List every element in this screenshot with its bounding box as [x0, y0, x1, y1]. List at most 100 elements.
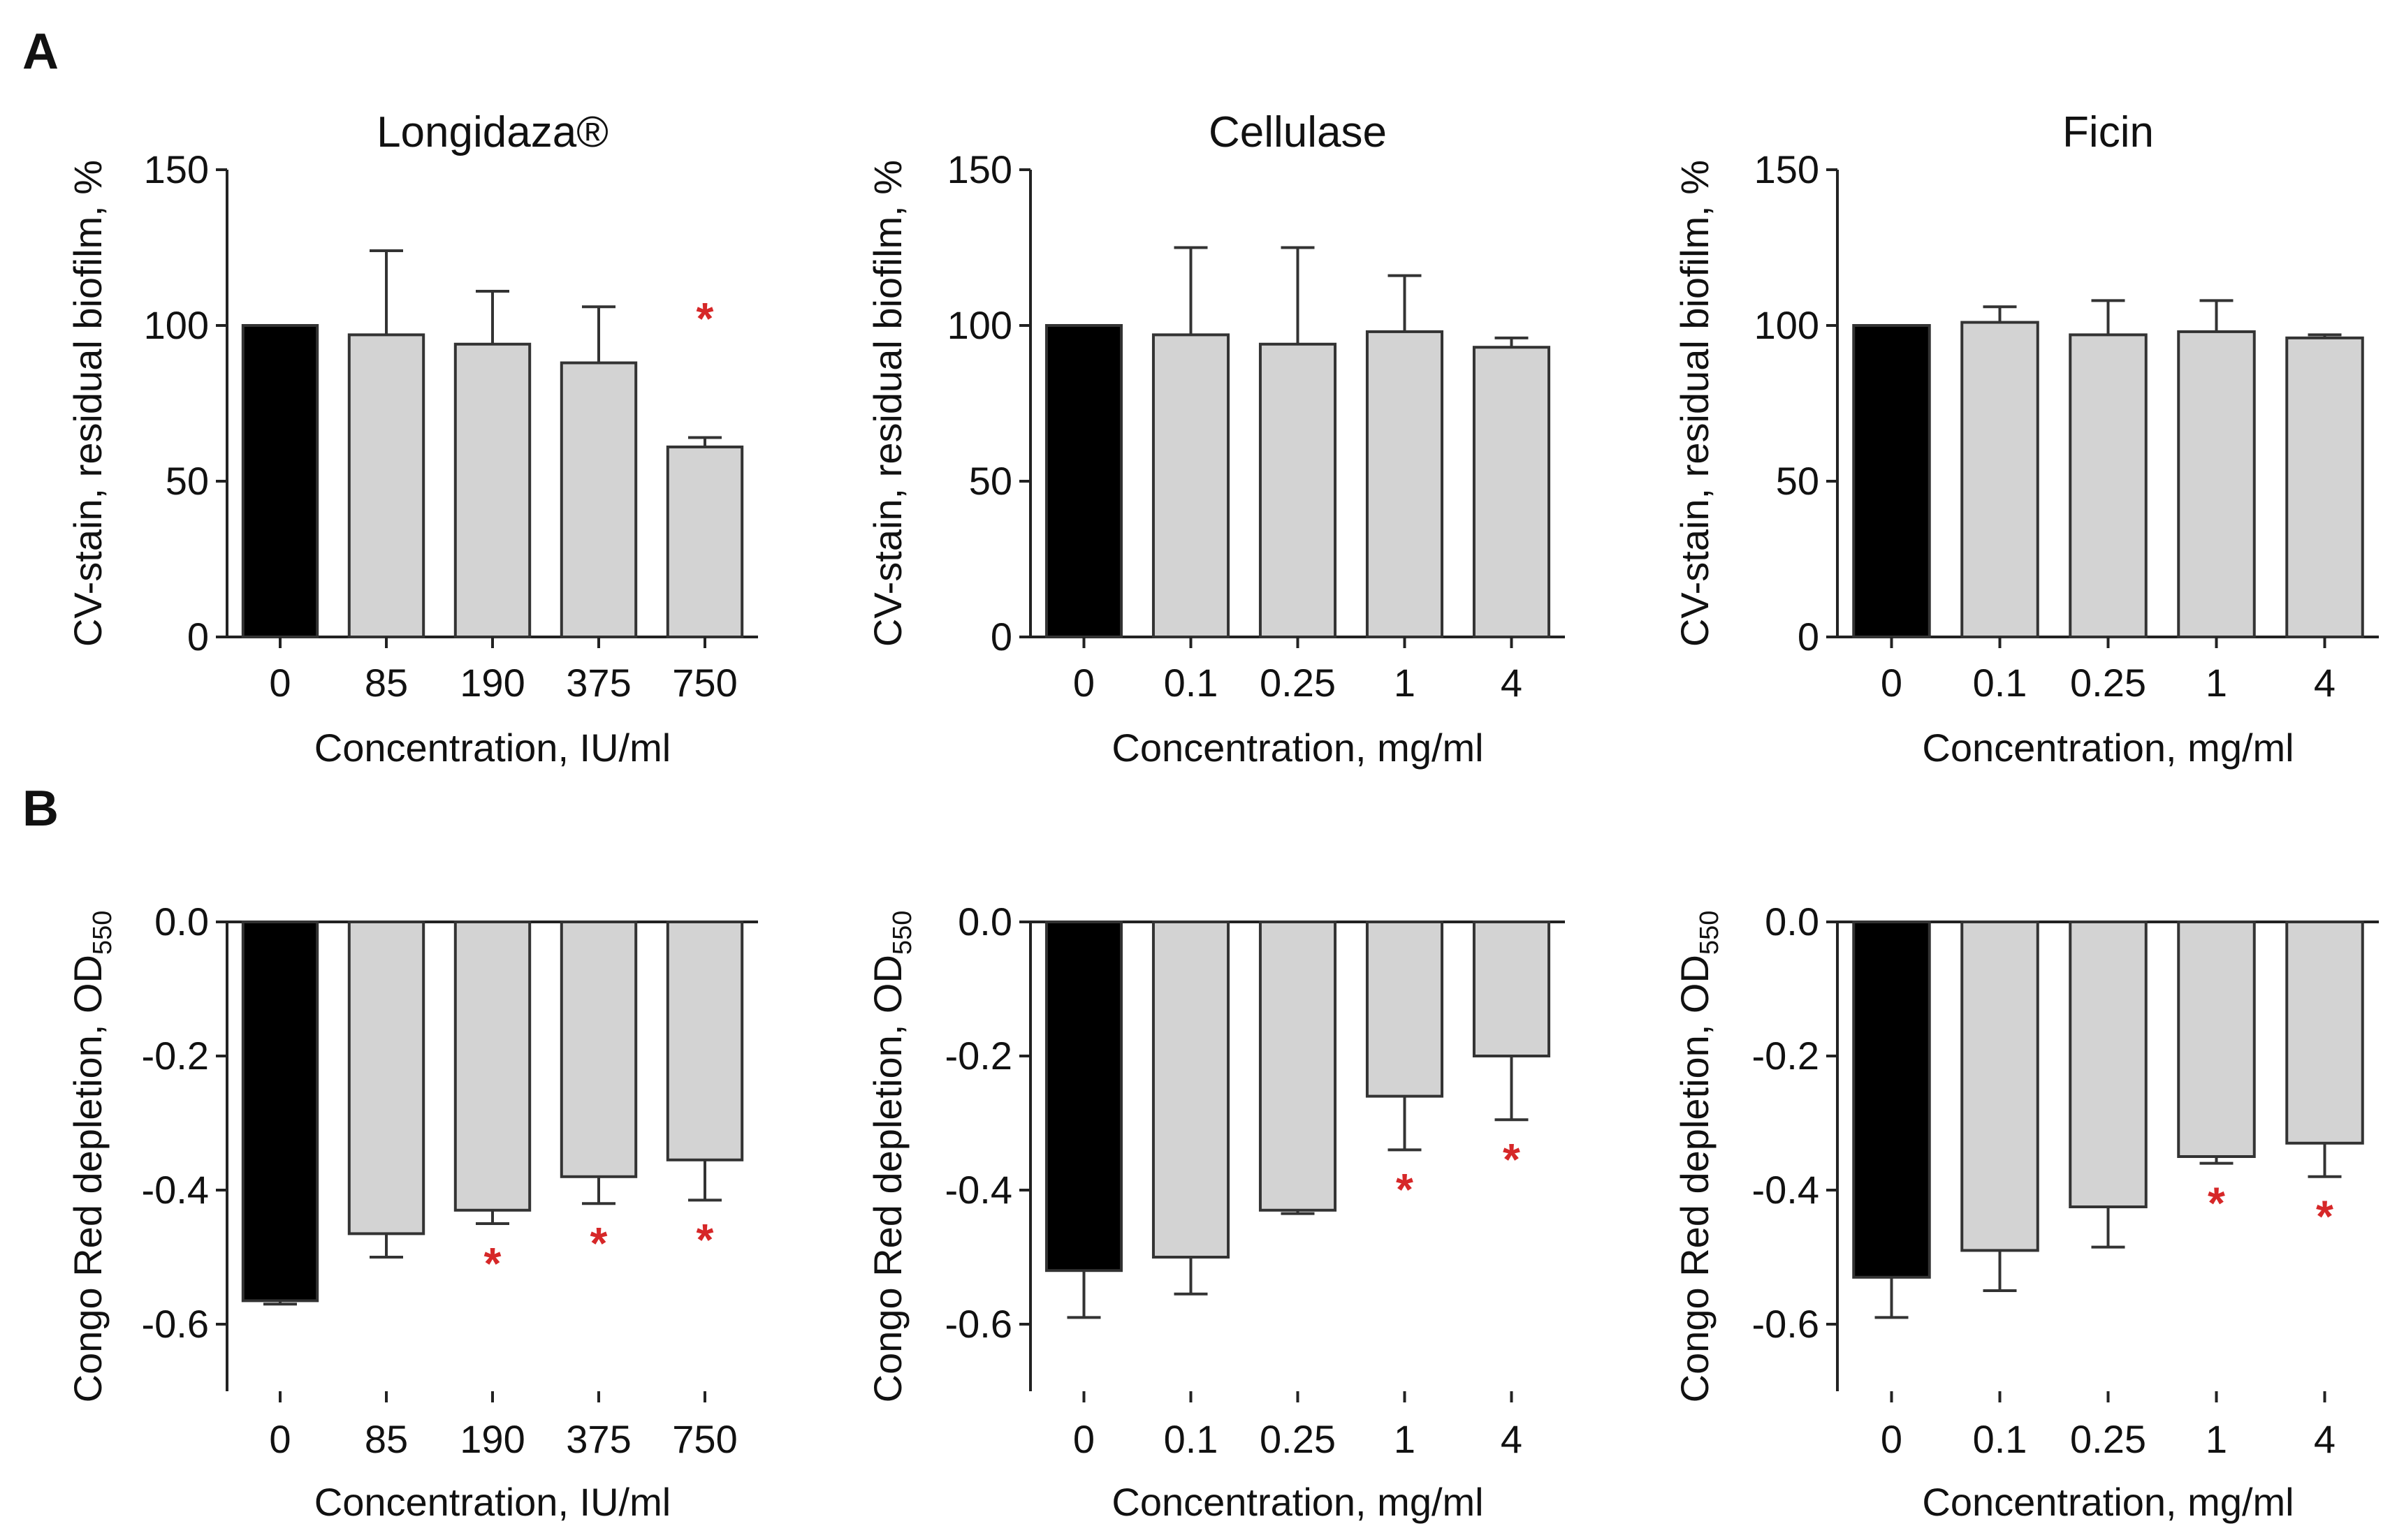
x-tick-label: 0.25 — [1260, 1417, 1336, 1461]
x-tick-label: 0.1 — [1973, 661, 2027, 705]
y-tick-label: 50 — [969, 459, 1012, 503]
bar — [241, 324, 319, 638]
bar — [2177, 330, 2256, 638]
x-tick-label: 1 — [2206, 1417, 2227, 1461]
y-axis-label-text: Congo Red depletion, OD — [866, 955, 910, 1402]
y-tick-label: 50 — [166, 459, 209, 503]
y-tick-label: -0.6 — [142, 1302, 210, 1346]
bar — [241, 921, 319, 1303]
x-tick-label: 85 — [365, 1417, 408, 1461]
bar — [2069, 921, 2148, 1208]
x-tick-label: 0.1 — [1164, 1417, 1218, 1461]
y-tick-label: 0.0 — [1765, 900, 1819, 944]
chart-6: 0.0 -0.2 -0.4 -0.6 0 0.1 0.25 * 1 * 4 Concentration… — [1673, 900, 2379, 1524]
bar — [453, 342, 532, 638]
x-tick-label: 750 — [672, 1417, 737, 1461]
x-tick-label: 4 — [1501, 661, 1522, 705]
x-tick-label: 0.25 — [2070, 661, 2146, 705]
bar — [2285, 336, 2364, 638]
y-tick-label: 0.0 — [154, 900, 209, 944]
y-tick-label: 150 — [144, 147, 209, 191]
y-axis-label-text: Congo Red depletion, OD — [1673, 955, 1717, 1402]
y-tick-label: 0.0 — [958, 900, 1012, 944]
y-axis-label: CV-stain, residual biofilm, % — [66, 160, 110, 647]
x-tick-label: 4 — [2314, 661, 2336, 705]
significance-star: * — [484, 1238, 502, 1289]
bar — [2285, 921, 2364, 1145]
y-tick-label: 150 — [1754, 147, 1819, 191]
x-tick-label: 0 — [1073, 1417, 1095, 1461]
y-axis-label: CV-stain, residual biofilm, % — [866, 160, 910, 647]
x-tick-label: 0 — [1881, 1417, 1902, 1461]
significance-star: * — [1503, 1134, 1520, 1185]
y-tick-label: 100 — [1754, 303, 1819, 347]
y-tick-label: 0 — [991, 615, 1012, 659]
y-tick-label: 50 — [1776, 459, 1819, 503]
chart-title: Ficin — [2062, 108, 2154, 156]
x-axis-label: Concentration, mg/ml — [1112, 1480, 1483, 1524]
y-tick-label: -0.4 — [142, 1168, 210, 1212]
bar — [1852, 921, 1931, 1279]
significance-star: * — [697, 1215, 714, 1265]
bar — [1852, 324, 1931, 638]
x-tick-label: 375 — [566, 1417, 631, 1461]
bar — [560, 921, 638, 1178]
y-axis-label: CV-stain, residual biofilm, % — [1673, 160, 1717, 647]
bar — [1472, 921, 1551, 1057]
y-tick-label: 150 — [947, 147, 1012, 191]
x-tick-label: 0.1 — [1973, 1417, 2027, 1461]
x-tick-label: 0 — [1073, 661, 1095, 705]
bar — [666, 921, 744, 1161]
y-tick-label: -0.2 — [142, 1034, 210, 1078]
bar — [453, 921, 532, 1212]
bar — [1960, 321, 2039, 638]
bar — [1258, 921, 1337, 1212]
x-tick-label: 0.25 — [2070, 1417, 2146, 1461]
x-tick-label: 0 — [1881, 661, 1902, 705]
x-tick-label: 190 — [460, 1417, 525, 1461]
significance-star: * — [590, 1218, 608, 1268]
bar — [1472, 346, 1551, 638]
chart-5: 0.0 -0.2 -0.4 -0.6 0 0.1 0.25 * 1 * 4 Concentration… — [866, 900, 1565, 1524]
bar — [666, 445, 744, 638]
y-axis-label: Congo Red depletion, OD550 — [66, 911, 117, 1403]
y-tick-label: -0.6 — [945, 1302, 1013, 1346]
y-axis-label-text: CV-stain, residual biofilm, % — [866, 160, 910, 647]
bar — [1258, 342, 1337, 638]
x-tick-label: 375 — [566, 661, 631, 705]
y-axis-label-subscript: 550 — [1695, 911, 1724, 955]
bar — [1151, 333, 1230, 638]
bar — [1044, 921, 1123, 1273]
significance-star: * — [2208, 1178, 2225, 1228]
x-axis-label: Concentration, mg/ml — [1922, 1480, 2294, 1524]
bar — [2177, 921, 2256, 1158]
y-axis-label: Congo Red depletion, OD550 — [1673, 911, 1724, 1403]
y-axis-label-text: CV-stain, residual biofilm, % — [66, 160, 110, 647]
y-tick-label: -0.4 — [945, 1168, 1013, 1212]
bar — [2069, 333, 2148, 638]
significance-star: * — [1396, 1164, 1413, 1215]
x-tick-label: 4 — [2314, 1417, 2336, 1461]
chart-title: Longidaza® — [377, 108, 609, 156]
bar — [347, 333, 425, 638]
significance-star: * — [697, 293, 714, 344]
y-axis-label-subscript: 550 — [88, 911, 117, 955]
bar — [1151, 921, 1230, 1259]
bar — [560, 361, 638, 639]
x-tick-label: 1 — [1394, 1417, 1415, 1461]
x-tick-label: 0 — [269, 1417, 291, 1461]
chart-2: Cellulase 0 50 100 150 0 0.1 0.25 1 4 Concentratio… — [866, 108, 1565, 770]
y-axis-label-subscript: 550 — [888, 911, 917, 955]
bar — [347, 921, 425, 1235]
y-axis-label-text: CV-stain, residual biofilm, % — [1673, 160, 1717, 647]
chart-4: 0.0 -0.2 -0.4 -0.6 0 85 * 190 * 375 * 750Concentrat… — [66, 900, 758, 1524]
x-tick-label: 0.1 — [1164, 661, 1218, 705]
y-tick-label: 100 — [947, 303, 1012, 347]
x-tick-label: 1 — [1394, 661, 1415, 705]
bar — [1365, 330, 1444, 638]
y-tick-label: -0.6 — [1752, 1302, 1820, 1346]
x-axis-label: Concentration, mg/ml — [1922, 726, 2294, 770]
y-tick-label: 0 — [187, 615, 209, 659]
